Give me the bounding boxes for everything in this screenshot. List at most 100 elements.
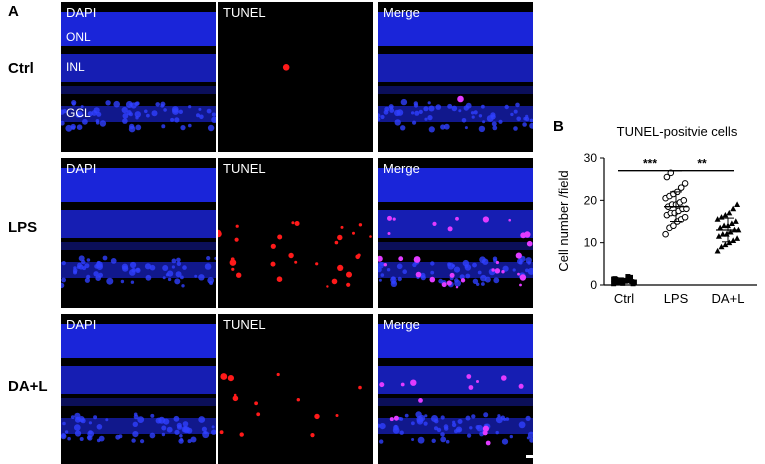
nucleus-dot [207,124,215,132]
tunel-positive-dot [277,234,283,240]
micrograph-image [61,168,216,289]
nucleus-dot [188,123,192,128]
nucleus-dot [402,269,407,274]
tunel-positive-dot [346,282,351,287]
nucleus-dot [440,415,445,420]
nucleus-dot [517,258,523,265]
nucleus-dot [440,432,445,437]
nucleus-dot [480,274,487,282]
tunel-positive-dot [256,412,261,417]
nucleus-dot [73,270,77,274]
nucleus-dot [465,415,471,421]
nucleus-dot [412,120,417,125]
tunel-positive-dot [413,256,421,263]
nucleus-dot [481,104,485,109]
nucleus-dot [135,124,142,131]
nucleus-dot [74,430,82,437]
nucleus-dot [93,107,100,114]
nucleus-dot [174,117,180,123]
nucleus-dot [454,279,461,287]
nucleus-dot [396,263,403,270]
tunel-positive-dot [294,260,298,264]
nucleus-dot [493,277,500,284]
nucleus-dot [134,101,139,107]
data-point [727,228,734,235]
nucleus-dot [529,122,533,129]
data-point [714,216,721,222]
nucleus-dot [481,282,485,286]
nucleus-dot [149,432,156,439]
retina-layer-label: ONL [66,30,91,44]
nucleus-dot [202,431,210,439]
micrograph-image [61,324,216,444]
nucleus-dot [462,259,469,267]
nucleus-dot [128,125,136,133]
data-point [615,279,620,285]
nucleus-dot [99,120,107,127]
nucleus-dot [378,117,381,121]
nucleus-dot [492,125,498,131]
nucleus-dot [428,105,435,112]
tunel-positive-dot [337,234,343,241]
nucleus-dot [78,255,85,262]
data-point [726,209,733,216]
nucleus-dot [430,261,435,266]
nuclear-layer-band [378,168,533,202]
data-point [721,222,728,229]
tunel-positive-dot [326,285,329,288]
nuclear-layer-band [61,54,216,82]
nucleus-dot [176,257,181,263]
nucleus-dot [110,258,117,264]
nucleus-dot [140,439,145,444]
nucleus-dot [80,105,84,109]
nucleus-dot [61,120,65,126]
nucleus-dot [121,106,128,114]
nucleus-dot [162,276,166,280]
channel-label: TUNEL [223,161,266,176]
tunel-positive-dot [441,282,447,288]
nucleus-dot [512,268,516,272]
tunel-positive-dot [276,372,280,377]
data-point [722,241,729,248]
nucleus-dot [436,427,442,433]
nucleus-dot [190,436,197,443]
nucleus-dot [404,413,409,418]
nucleus-dot [452,264,456,268]
nucleus-dot [501,438,509,445]
nucleus-dot [482,120,486,124]
tunel-positive-dot [352,231,355,235]
nucleus-dot [378,423,381,428]
tunel-positive-dot [415,271,422,278]
nucleus-dot [378,278,382,282]
nucleus-dot [495,430,499,435]
data-point [667,169,675,177]
nucleus-dot [167,277,172,282]
tunel-positive-dot [355,254,360,260]
nucleus-dot [451,422,457,428]
nuclear-layer-band [378,324,533,358]
nucleus-dot [397,276,402,282]
nucleus-dot [483,412,489,418]
nucleus-dot [400,98,408,106]
nuclear-layer-band [61,12,216,46]
nucleus-dot [172,108,179,115]
nucleus-dot [174,429,180,435]
tunel-positive-dot [501,375,507,381]
micrograph-image [378,324,533,446]
tunel-positive-dot [334,240,339,245]
nucleus-dot [96,263,103,270]
nucleus-dot [102,255,108,261]
nuclear-layer-band [378,54,533,82]
nucleus-dot [390,280,398,287]
tunel-positive-dot [270,261,276,267]
micrograph-image [218,221,372,288]
tunel-positive-dot [466,374,472,379]
micrograph-image [282,64,290,71]
data-point [618,277,624,283]
nucleus-dot [88,430,93,435]
nucleus-dot [396,109,404,116]
tunel-positive-dot [314,413,320,420]
tunel-positive-dot [517,272,520,276]
nuclear-layer-band [61,242,216,250]
tunel-positive-dot [515,252,522,259]
